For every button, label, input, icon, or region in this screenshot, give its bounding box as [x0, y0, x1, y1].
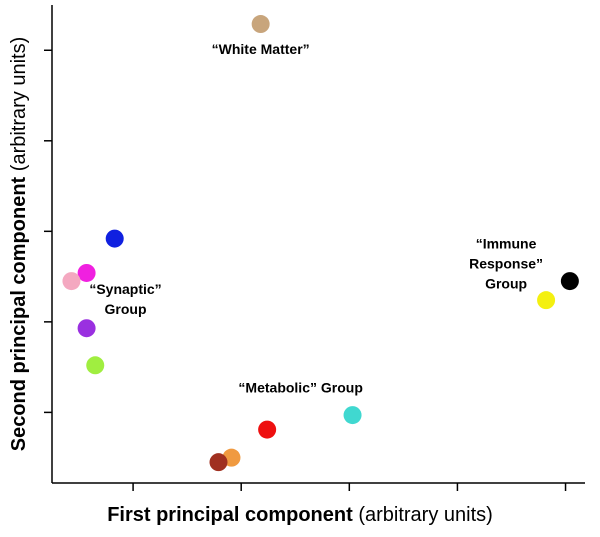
point	[343, 406, 362, 425]
annotation: “Synaptic”	[89, 281, 161, 297]
annotation: Group	[485, 276, 527, 292]
x-axis-label-units: (arbitrary units)	[358, 504, 492, 526]
point	[86, 356, 105, 375]
point	[251, 15, 270, 34]
point	[77, 319, 96, 338]
y-axis-label-units: (arbitrary units)	[8, 37, 30, 171]
y-axis-label-main: Second principal component	[8, 176, 30, 451]
annotation: “Immune	[476, 236, 537, 252]
x-axis-label: First principal component (arbitrary uni…	[107, 504, 493, 526]
point	[537, 291, 556, 310]
annotation: “White Matter”	[212, 41, 310, 57]
point	[560, 272, 579, 291]
point	[105, 229, 124, 248]
annotation: Group	[105, 301, 147, 317]
point	[209, 453, 228, 472]
point	[258, 420, 277, 439]
annotation: Response”	[469, 256, 543, 272]
y-axis-label: Second principal component (arbitrary un…	[8, 37, 30, 452]
x-axis-label-main: First principal component	[107, 504, 353, 526]
annotation: “Metabolic” Group	[238, 380, 362, 396]
point	[77, 263, 96, 282]
point	[62, 272, 81, 291]
